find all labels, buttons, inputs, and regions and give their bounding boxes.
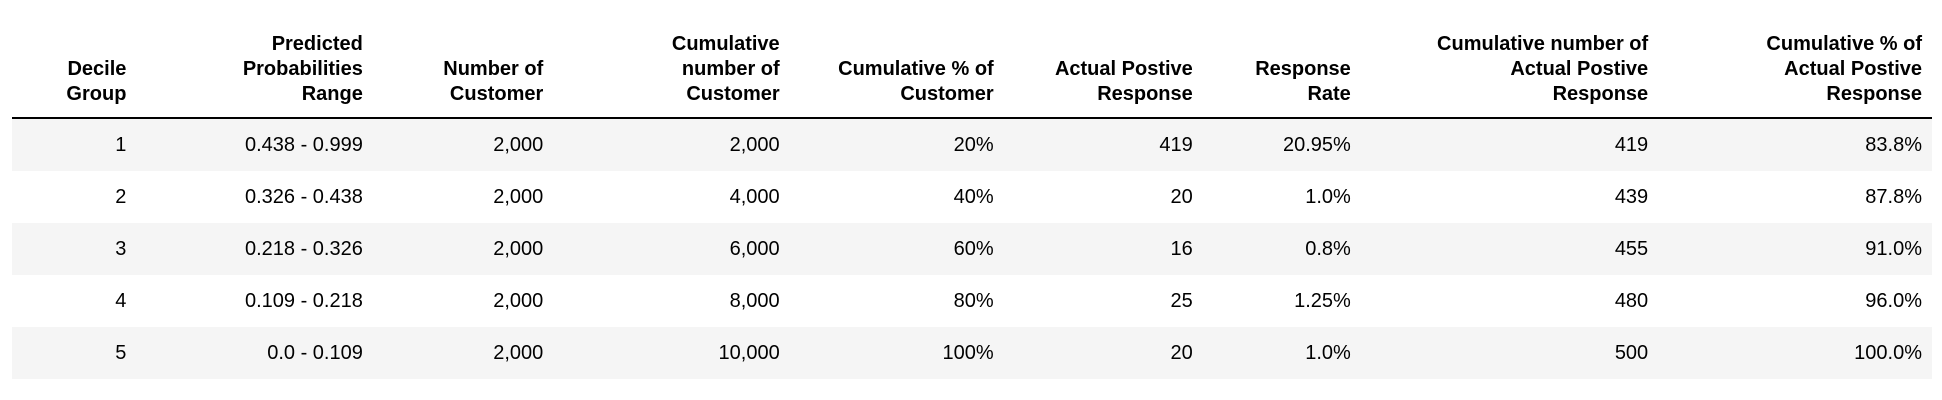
header-cumulative-number-of-actual-positive-response: Cumulative number of Actual Postive Resp… bbox=[1360, 24, 1659, 119]
table-row: 4 0.109 - 0.218 2,000 8,000 80% 25 1.25%… bbox=[12, 275, 1932, 327]
cell-cumulative-pct-customer: 80% bbox=[953, 290, 994, 312]
cell-cumulative-pct-positive-response: 100.0% bbox=[1854, 342, 1922, 364]
header-cumulative-pct-of-actual-positive-response: Cumulative % of Actual Postive Response bbox=[1658, 24, 1932, 119]
cell-actual-positive-response: 25 bbox=[1170, 290, 1193, 312]
cell-probability-range: 0.109 - 0.218 bbox=[244, 290, 363, 312]
header-predicted-probabilities-range: Predicted Probabilities Range bbox=[136, 24, 373, 119]
header-row: Decile Group Predicted Probabilities Ran… bbox=[12, 24, 1932, 119]
cell-number-of-customer: 2,000 bbox=[493, 238, 544, 260]
cell-decile-group: 3 bbox=[115, 238, 127, 260]
cell-response-rate: 20.95% bbox=[1282, 134, 1351, 156]
cell-probability-range: 0.438 - 0.999 bbox=[244, 134, 363, 156]
cell-actual-positive-response: 16 bbox=[1170, 238, 1193, 260]
cell-cumulative-positive-response: 480 bbox=[1614, 290, 1649, 312]
header-response-rate: Response Rate bbox=[1202, 24, 1361, 119]
header-number-of-customer: Number of Customer bbox=[372, 24, 554, 119]
cell-decile-group: 2 bbox=[115, 186, 127, 208]
cell-actual-positive-response: 419 bbox=[1159, 134, 1193, 156]
cell-cumulative-pct-positive-response: 96.0% bbox=[1865, 290, 1922, 312]
table-row: 5 0.0 - 0.109 2,000 10,000 100% 20 1.0% … bbox=[12, 327, 1932, 379]
cell-cumulative-customer: 8,000 bbox=[729, 290, 780, 312]
cell-cumulative-customer: 2,000 bbox=[729, 134, 780, 156]
cell-cumulative-pct-customer: 40% bbox=[953, 186, 994, 208]
cell-number-of-customer: 2,000 bbox=[493, 186, 544, 208]
cell-cumulative-positive-response: 500 bbox=[1614, 342, 1649, 364]
cell-number-of-customer: 2,000 bbox=[493, 342, 544, 364]
header-decile-group: Decile Group bbox=[12, 24, 137, 119]
cell-cumulative-pct-positive-response: 83.8% bbox=[1865, 134, 1922, 156]
cell-cumulative-positive-response: 455 bbox=[1614, 238, 1649, 260]
cell-cumulative-customer: 4,000 bbox=[729, 186, 780, 208]
cell-decile-group: 5 bbox=[115, 342, 127, 364]
cell-actual-positive-response: 20 bbox=[1170, 186, 1193, 208]
cell-number-of-customer: 2,000 bbox=[493, 134, 544, 156]
cell-number-of-customer: 2,000 bbox=[493, 290, 544, 312]
table-row: 3 0.218 - 0.326 2,000 6,000 60% 16 0.8% … bbox=[12, 223, 1932, 275]
cell-probability-range: 0.218 - 0.326 bbox=[244, 238, 363, 260]
decile-table: Decile Group Predicted Probabilities Ran… bbox=[12, 24, 1932, 379]
cell-response-rate: 1.25% bbox=[1294, 290, 1351, 312]
header-cumulative-number-of-customer: Cumulative number of Customer bbox=[553, 24, 790, 119]
cell-response-rate: 1.0% bbox=[1305, 342, 1351, 364]
table-row: 2 0.326 - 0.438 2,000 4,000 40% 20 1.0% … bbox=[12, 171, 1932, 223]
cell-cumulative-customer: 10,000 bbox=[718, 342, 780, 364]
cell-probability-range: 0.0 - 0.109 bbox=[267, 342, 363, 364]
cell-cumulative-positive-response: 439 bbox=[1614, 186, 1649, 208]
cell-cumulative-pct-customer: 60% bbox=[953, 238, 994, 260]
header-actual-positive-response: Actual Postive Response bbox=[1003, 24, 1203, 119]
cell-decile-group: 4 bbox=[115, 290, 127, 312]
cell-decile-group: 1 bbox=[115, 134, 127, 156]
header-cumulative-pct-of-customer: Cumulative % of Customer bbox=[789, 24, 1004, 119]
cell-response-rate: 0.8% bbox=[1305, 238, 1351, 260]
cell-cumulative-pct-positive-response: 91.0% bbox=[1865, 238, 1922, 260]
cell-cumulative-pct-positive-response: 87.8% bbox=[1865, 186, 1922, 208]
table-row: 1 0.438 - 0.999 2,000 2,000 20% 419 20.9… bbox=[12, 118, 1932, 171]
cell-cumulative-pct-customer: 20% bbox=[953, 134, 994, 156]
cell-response-rate: 1.0% bbox=[1305, 186, 1351, 208]
cell-cumulative-pct-customer: 100% bbox=[942, 342, 994, 364]
cell-cumulative-positive-response: 419 bbox=[1614, 134, 1649, 156]
cell-cumulative-customer: 6,000 bbox=[729, 238, 780, 260]
cell-actual-positive-response: 20 bbox=[1170, 342, 1193, 364]
cell-probability-range: 0.326 - 0.438 bbox=[244, 186, 363, 208]
